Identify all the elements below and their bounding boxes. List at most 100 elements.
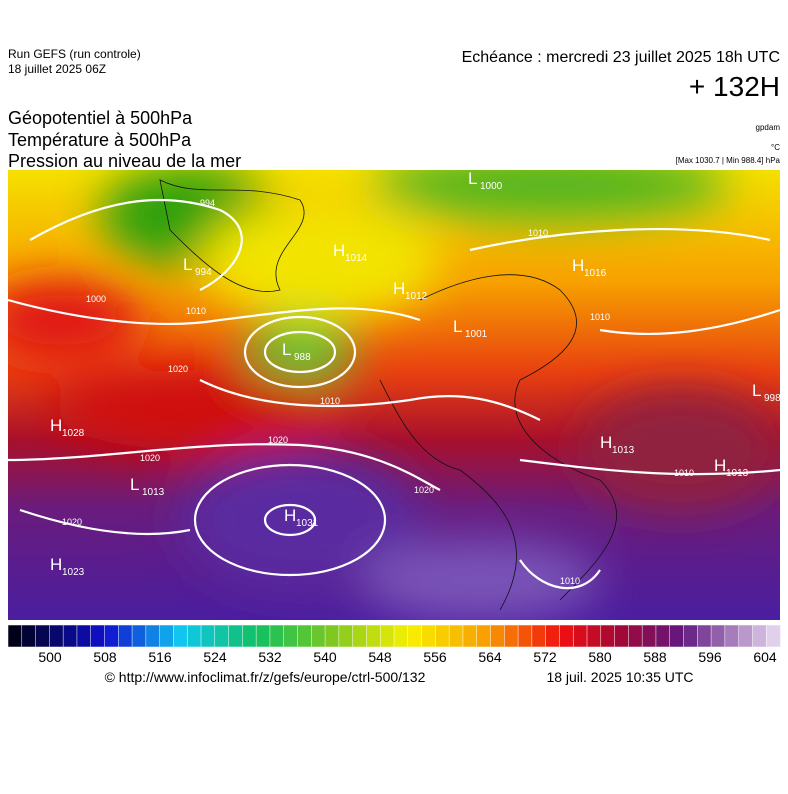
swatch [462, 624, 478, 648]
swatch [531, 624, 547, 648]
colorbar-label: 588 [643, 649, 667, 665]
swatch [324, 624, 340, 648]
swatch [504, 624, 519, 648]
swatch [421, 624, 437, 648]
swatch [517, 624, 533, 648]
swatch [228, 624, 244, 648]
unit: gpdam [756, 123, 781, 132]
isobar-label: 1010 [674, 468, 694, 478]
swatch [338, 624, 354, 648]
center-value: 1000 [480, 181, 503, 192]
center-value: 1014 [345, 253, 368, 264]
colorbar-label: 556 [423, 649, 447, 665]
swatch [393, 624, 409, 648]
swatch [448, 624, 464, 648]
isobar-label: 1020 [268, 435, 288, 445]
swatch [104, 624, 120, 648]
swatch [269, 624, 285, 648]
colorbar-label: 604 [753, 649, 777, 665]
colorbar-label: 596 [698, 649, 722, 665]
swatch [49, 624, 64, 648]
swatch [490, 624, 506, 648]
isobar-label: 1020 [168, 364, 188, 374]
swatch [90, 624, 106, 648]
center-value: 1028 [62, 428, 85, 439]
center-type: H [600, 433, 612, 452]
swatch [586, 624, 602, 648]
swatch [435, 624, 450, 648]
timestamp: 18 juil. 2025 10:35 UTC [546, 669, 693, 685]
swatch [62, 624, 78, 648]
colorbar-label: 572 [533, 649, 557, 665]
swatch [173, 624, 188, 648]
swatch [697, 624, 712, 648]
swatch [283, 624, 299, 648]
isobar-label: 1000 [86, 294, 106, 304]
field: Pression au niveau de la mer [8, 151, 241, 171]
swatch [710, 624, 726, 648]
run: Run GEFS (run controle) [8, 47, 141, 61]
colorbar-label: 580 [588, 649, 612, 665]
field: Température à 500hPa [8, 130, 192, 150]
center-type: L [130, 475, 139, 494]
swatch [242, 624, 257, 648]
swatch [214, 624, 230, 648]
swatch [572, 624, 588, 648]
center-type: L [453, 317, 462, 336]
center-type: L [183, 255, 192, 274]
colorbar-label: 532 [258, 649, 282, 665]
isobar-label: 1010 [186, 306, 206, 316]
swatch [738, 624, 754, 648]
swatch [352, 624, 368, 648]
swatch [145, 624, 161, 648]
isobar-label: 1010 [560, 576, 580, 586]
center-value: 998 [764, 393, 781, 404]
swatch [379, 624, 395, 648]
swatch [21, 624, 37, 648]
center-value: 1031 [296, 518, 319, 529]
run-date: 18 juillet 2025 06Z [8, 62, 106, 76]
swatch [655, 624, 671, 648]
unit: [Max 1030.7 | Min 988.4] hPa [676, 156, 781, 165]
center-value: 1013 [612, 445, 635, 456]
isobar-label: 1010 [320, 396, 340, 406]
isobar-label: 994 [200, 198, 215, 208]
swatch [118, 624, 133, 648]
colorbar-label: 516 [148, 649, 172, 665]
center-type: H [714, 456, 726, 475]
colorbar-label: 540 [313, 649, 337, 665]
swatch [159, 624, 175, 648]
center-type: H [50, 555, 62, 574]
center-type: H [333, 241, 345, 260]
swatch [35, 624, 51, 648]
center-value: 1016 [584, 268, 607, 279]
center-type: H [50, 416, 62, 435]
colorbar-label: 564 [478, 649, 502, 665]
swatch [669, 624, 685, 648]
isobar-label: 1010 [528, 228, 548, 238]
center-type: H [572, 256, 584, 275]
swatch [200, 624, 216, 648]
swatch [724, 624, 740, 648]
swatch [614, 624, 630, 648]
isobar-label: 1020 [62, 517, 82, 527]
swatch [559, 624, 574, 648]
swatch [765, 624, 781, 648]
center-value: 1023 [62, 567, 85, 578]
swatch [752, 624, 767, 648]
center-value: 1012 [405, 291, 428, 302]
unit: °C [771, 143, 780, 152]
center-type: H [393, 279, 405, 298]
isobar-label: 1020 [140, 453, 160, 463]
lead-time: + 132H [689, 71, 780, 102]
source-url: © http://www.infoclimat.fr/z/gefs/europe… [105, 669, 426, 685]
colorbar: 500 508 516 524 532 540 548 556 564 572 580 588 596 6… [7, 624, 781, 665]
colorbar-label: 508 [93, 649, 117, 665]
center-value: 1013 [726, 468, 749, 479]
swatch [476, 624, 492, 648]
swatch [297, 624, 313, 648]
center-value: 1001 [465, 329, 488, 340]
colorbar-label: 548 [368, 649, 392, 665]
